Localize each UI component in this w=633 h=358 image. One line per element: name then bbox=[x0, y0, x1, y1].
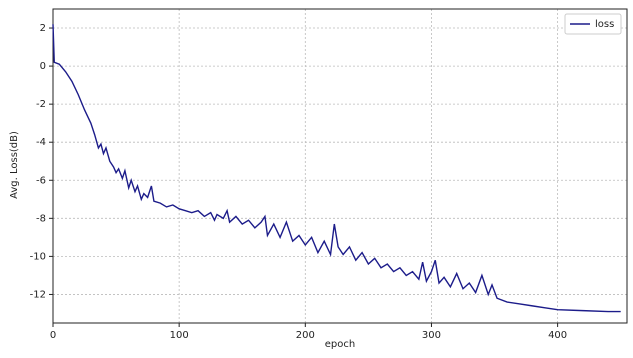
y-tick-label: 2 bbox=[40, 23, 46, 34]
y-tick-label: -8 bbox=[36, 213, 46, 224]
y-tick-label: -10 bbox=[30, 251, 46, 262]
x-axis-label: epoch bbox=[325, 339, 355, 350]
legend-box bbox=[564, 13, 622, 35]
plot-frame bbox=[52, 8, 628, 324]
y-axis-label: Avg. Loss(dB) bbox=[9, 131, 20, 199]
x-tick-label: 0 bbox=[50, 330, 56, 341]
loss-line bbox=[52, 24, 621, 313]
y-tick-label: -6 bbox=[36, 175, 46, 186]
legend-label: loss bbox=[595, 19, 614, 30]
y-tick-label: -12 bbox=[30, 289, 46, 300]
x-tick-label: 400 bbox=[548, 330, 567, 341]
y-tick-label: -2 bbox=[36, 99, 46, 110]
x-tick-label: 100 bbox=[170, 330, 189, 341]
x-tick-label: 200 bbox=[296, 330, 315, 341]
y-tick-label: -4 bbox=[36, 137, 46, 148]
x-tick-label: 300 bbox=[422, 330, 441, 341]
y-tick-label: 0 bbox=[40, 61, 46, 72]
